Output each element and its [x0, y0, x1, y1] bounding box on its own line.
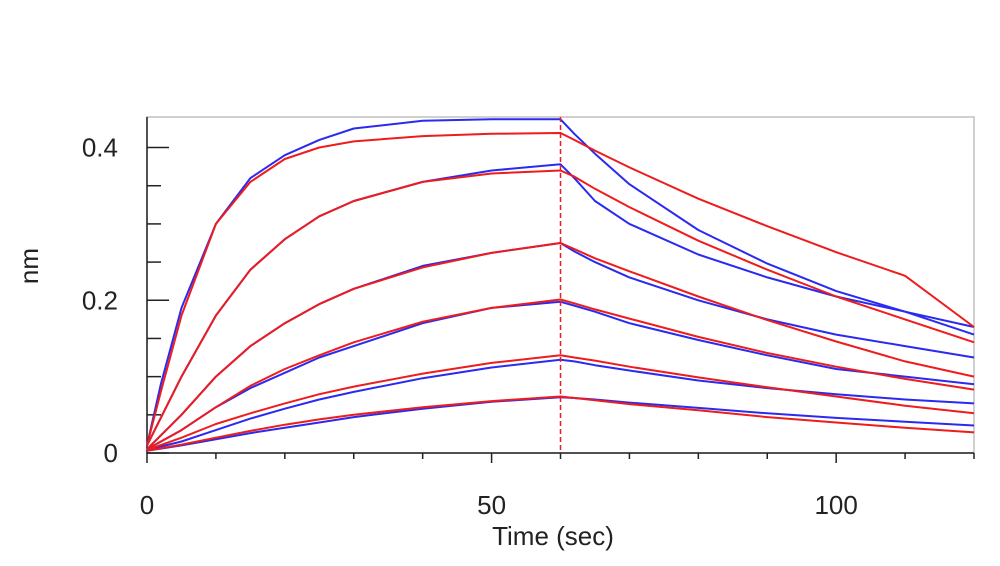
fitted-curve-1 [146, 132, 975, 446]
series-layer [146, 118, 975, 452]
fitted-curve-11 [146, 395, 975, 452]
y-tick-label: 0.4 [82, 133, 118, 163]
fitted-curve-3 [146, 169, 975, 446]
tick-labels: 0 50 100 0 0.2 0.4 [82, 133, 858, 520]
fitted-curve-9 [146, 354, 975, 451]
y-tick-label: 0 [104, 438, 118, 468]
y-tick-label: 0.2 [82, 285, 118, 315]
x-tick-label: 0 [140, 490, 154, 520]
fitted-curve-5 [146, 242, 975, 450]
y-axis-title: nm [14, 248, 44, 284]
measured-curve-6 [146, 300, 975, 451]
x-tick-label: 50 [477, 490, 506, 520]
x-axis-title: Time (sec) [492, 521, 614, 551]
tick-marks [146, 146, 975, 463]
x-tick-label: 100 [814, 490, 857, 520]
fitted-curve-7 [146, 298, 975, 451]
